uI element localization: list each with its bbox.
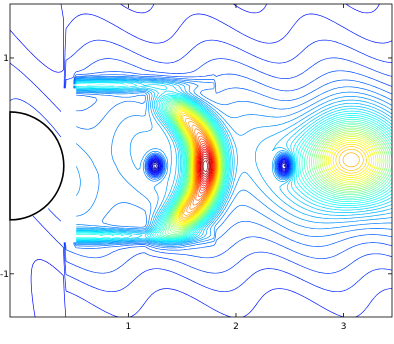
axis-ticks: 1 2 3 1 -1	[0, 4, 392, 332]
contour-level	[162, 99, 392, 238]
contour-level	[179, 112, 367, 222]
contour-level	[195, 135, 216, 201]
contour-level	[65, 70, 392, 260]
contour-level	[180, 115, 364, 220]
contour-level	[198, 148, 213, 185]
y-tick-label: -1	[0, 270, 9, 280]
contour-level	[178, 111, 370, 223]
contour-level	[199, 150, 212, 183]
x-tick-label: 3	[341, 322, 347, 332]
contour-level	[75, 81, 392, 242]
contour-level	[10, 39, 392, 293]
contour-level	[73, 76, 392, 249]
contour-level	[73, 74, 392, 251]
contour-level	[74, 79, 392, 244]
contour-level	[10, 4, 380, 317]
contour-level	[168, 102, 389, 234]
contour-level	[76, 97, 392, 240]
contour-level	[150, 159, 288, 173]
contour-level	[74, 77, 392, 246]
cylinder-outline	[9, 111, 65, 221]
contour-level	[200, 153, 211, 179]
contour-level	[75, 82, 392, 241]
contour-level	[153, 163, 157, 169]
x-tick-label: 1	[125, 322, 131, 332]
contour-level	[152, 162, 286, 170]
contour-level	[164, 100, 392, 237]
contour-level	[177, 110, 372, 224]
contour-level	[74, 76, 392, 247]
contour-level	[176, 108, 375, 225]
contour-level	[75, 80, 392, 243]
contour-level	[197, 142, 214, 191]
contour-level	[74, 78, 392, 245]
channel-plate-top	[72, 84, 129, 86]
contour-level	[201, 155, 210, 177]
contour-level	[198, 146, 213, 187]
contour-level	[151, 161, 287, 171]
contour-level	[172, 105, 383, 229]
channel-plate-bottom	[72, 236, 129, 238]
contour-level	[75, 80, 392, 243]
contour-level	[151, 160, 288, 172]
contour-level	[189, 128, 217, 210]
contour-level	[174, 106, 379, 227]
contour-level	[197, 144, 214, 189]
contour-level	[149, 159, 289, 173]
contour-level	[159, 99, 392, 238]
contour-level	[10, 13, 392, 317]
contour-level	[186, 124, 217, 214]
contour-level	[192, 132, 216, 206]
y-tick-label: 1	[3, 54, 9, 64]
x-tick-label: 2	[233, 322, 239, 332]
contour-level	[170, 103, 387, 232]
contour-level	[181, 118, 360, 219]
contour-level	[196, 141, 215, 194]
contour-level	[199, 152, 212, 181]
contour-level	[196, 138, 215, 197]
contour-level	[149, 158, 289, 174]
contour-level	[201, 157, 210, 175]
contour-level	[156, 98, 392, 239]
contour-level	[167, 101, 391, 235]
contour-level	[76, 84, 392, 241]
contour-level	[175, 107, 377, 226]
contour-level	[171, 104, 385, 231]
contour-level	[173, 105, 381, 228]
contour-level	[202, 160, 208, 173]
contour-level	[64, 57, 392, 274]
axes-frame	[9, 3, 393, 318]
contour-lines	[10, 4, 392, 317]
contour-level	[183, 121, 218, 216]
